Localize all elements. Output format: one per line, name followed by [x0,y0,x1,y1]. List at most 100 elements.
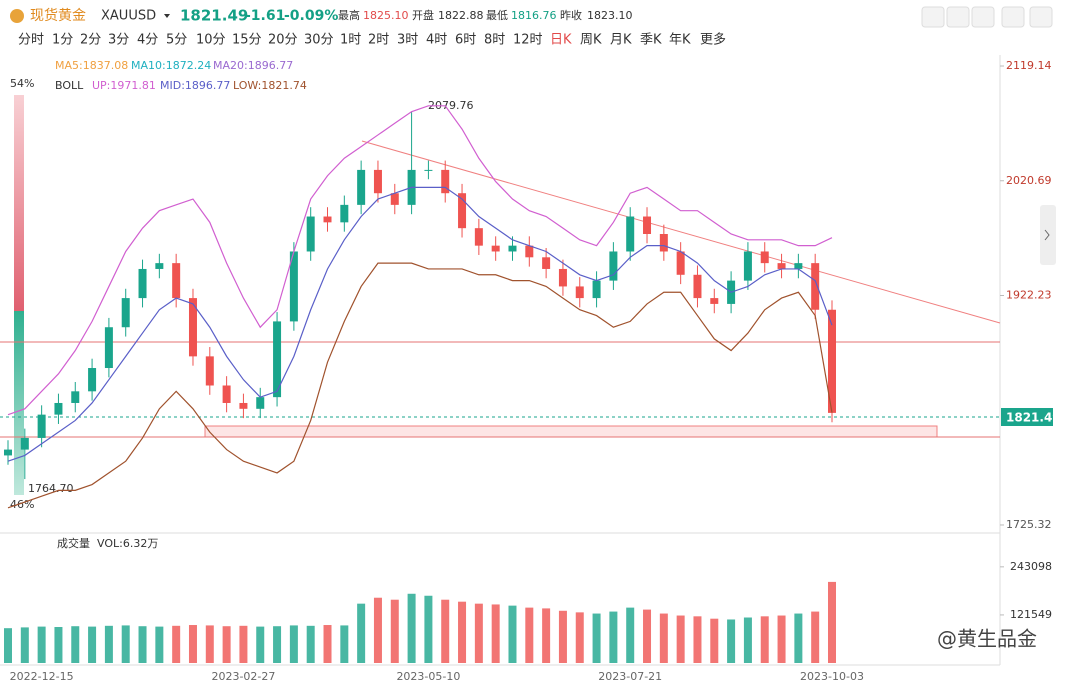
prev-label: 昨收 [560,8,582,22]
open-label: 开盘 [412,8,434,22]
timeframe[interactable]: 30分 [304,33,334,48]
volume-bar [71,626,80,663]
candle-body [104,327,113,369]
timeframe[interactable]: 月K [610,33,632,48]
candle-body [659,233,668,252]
volume-bar [54,627,63,663]
candle-body [693,274,702,299]
volume-bar [508,605,517,663]
volume-bar [592,613,601,663]
timeframe[interactable]: 分时 [18,33,44,48]
timeframe[interactable]: 15分 [232,33,262,48]
candle-body [441,169,450,194]
volume-bar [794,613,803,663]
volume-bar [222,626,231,663]
candle-body [592,280,601,299]
boll-line [7,105,833,416]
candle-body [828,309,836,413]
timeframe[interactable]: 日K [550,33,572,48]
dropdown-arrow[interactable] [164,14,170,18]
candle-body [474,228,483,246]
candle-body [155,263,164,269]
timeframe[interactable]: 2时 [368,33,389,48]
candle-body [626,216,635,252]
candle-body [188,298,197,357]
tool-button[interactable] [946,6,970,28]
timeframe[interactable]: 1时 [340,33,361,48]
timeframe[interactable]: 季K [640,33,662,48]
candle-body [491,245,500,252]
timeframe[interactable]: 3时 [397,33,418,48]
timeframe[interactable]: 1分 [52,33,73,48]
candle-body [54,402,63,415]
timeframe[interactable]: 5分 [166,33,187,48]
candle-body [508,245,517,252]
volume-bar [340,625,349,663]
high: 1825.10 [363,9,409,22]
candle-body [138,268,147,299]
timeframe[interactable]: 10分 [196,33,226,48]
candle-body [256,397,265,409]
symbol-name: 现货黄金 [30,7,86,24]
volume-bar [37,626,46,663]
timeframe[interactable]: 4时 [426,33,447,48]
volume-bar [273,626,282,663]
timeframe[interactable]: 周K [580,33,602,48]
timeframe[interactable]: 8时 [484,33,505,48]
candle-body [794,263,803,269]
tool-button[interactable] [1001,6,1025,28]
volume-bar [188,625,197,663]
volume-bar [88,626,97,663]
volume-bar [172,625,181,663]
volume-bar [693,616,702,663]
y-tick-label: 1725.32 [1006,518,1052,531]
timeframe[interactable]: 年K [669,33,691,48]
candle-body [743,251,752,281]
high-label: 最高 [338,8,360,22]
trend-line [361,140,1001,324]
timeframe[interactable]: 更多 [700,32,726,48]
side-tab[interactable] [1040,205,1056,265]
low: 1816.76 [511,9,557,22]
volume-bar [138,626,147,663]
volume-bar [659,613,668,663]
legend-ma5: MA5:1837.08 [55,59,128,72]
boll-line [7,262,833,509]
legend-ma10: MA10:1872.24 [131,59,211,72]
legend-boll: BOLL [55,79,84,92]
volume-bar [558,610,567,663]
volume-bar [609,611,618,663]
candle-body [424,169,433,171]
candle-body [357,169,366,205]
candle-body [121,298,130,328]
symbol-code: XAUUSD [101,9,156,24]
volume-bar [458,601,467,663]
timeframe[interactable]: 20分 [268,33,298,48]
volume-bar [626,607,635,663]
timeframe[interactable]: 6时 [455,33,476,48]
timeframe[interactable]: 12时 [513,33,543,48]
x-tick-label: 2023-05-10 [396,670,460,683]
tool-button[interactable] [1029,6,1053,28]
x-tick-label: 2023-10-03 [800,670,864,683]
volume-bar [256,626,265,663]
timeframe[interactable]: 2分 [80,33,101,48]
volume-bar [828,581,836,663]
volume-tick-label: 243098 [1010,560,1052,573]
volume-bar [121,625,130,663]
volume-bar [104,625,113,663]
volume-bar [760,616,769,663]
candle-body [289,251,298,322]
candle-body [643,216,652,234]
volume-bar [205,625,214,663]
prev: 1823.10 [587,9,633,22]
timeframe[interactable]: 4分 [137,33,158,48]
symbol-icon [10,9,24,23]
timeframe[interactable]: 3分 [108,33,129,48]
tool-button[interactable] [971,6,995,28]
watermark: @黄生品金 [937,627,1037,651]
depth-bar [14,95,24,495]
tool-button[interactable] [921,6,945,28]
